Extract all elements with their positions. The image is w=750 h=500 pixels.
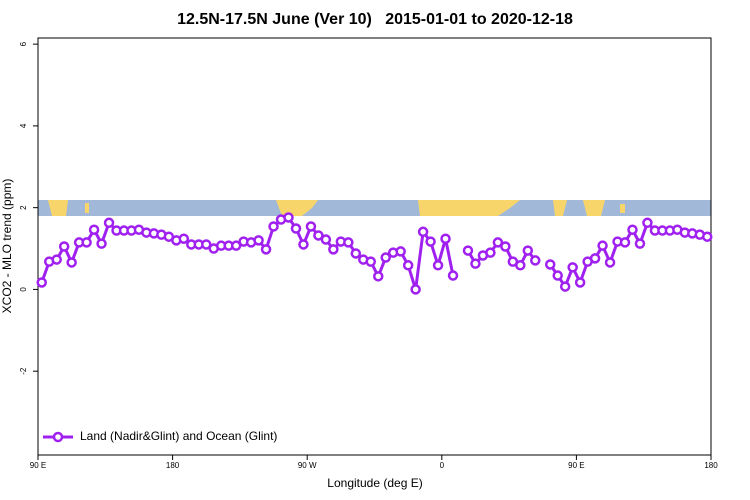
data-point — [552, 270, 563, 281]
data-point — [470, 258, 481, 269]
data-point — [305, 221, 317, 232]
data-point — [350, 248, 362, 259]
data-point — [96, 238, 107, 249]
data-point — [230, 240, 242, 251]
data-point — [372, 271, 384, 282]
data-point — [81, 237, 92, 248]
data-point — [320, 234, 332, 245]
data-point — [492, 237, 504, 248]
data-point — [410, 284, 421, 295]
data-point — [417, 226, 429, 238]
data-point — [313, 230, 324, 241]
data-point — [365, 256, 377, 267]
data-point — [103, 217, 115, 229]
data-point — [425, 236, 436, 247]
data-point — [485, 247, 496, 258]
data-point — [58, 241, 70, 252]
y-tick-label: 0 — [19, 287, 28, 292]
data-point — [447, 270, 459, 281]
data-point — [290, 223, 302, 234]
plot-frame — [37, 37, 712, 456]
data-point — [597, 240, 608, 251]
data-point — [51, 254, 62, 265]
legend-marker — [52, 431, 64, 443]
data-point — [432, 260, 444, 271]
x-tick-label: 90 W — [298, 461, 317, 470]
data-point — [66, 257, 77, 268]
data-point — [88, 224, 100, 235]
legend-label: Land (Nadir&Glint) and Ocean (Glint) — [80, 429, 277, 443]
data-point — [642, 217, 653, 229]
x-tick-label: 90 E — [30, 461, 46, 470]
y-tick-label: 6 — [19, 41, 28, 46]
data-point — [253, 235, 264, 246]
data-point — [283, 212, 294, 223]
data-point — [260, 244, 272, 255]
data-point — [328, 244, 339, 255]
chart-title: 12.5N-17.5N June (Ver 10) 2015-01-01 to … — [177, 11, 573, 28]
data-point — [559, 281, 571, 292]
data-point — [440, 233, 451, 244]
x-tick-label: 0 — [440, 461, 445, 470]
y-tick-label: 2 — [19, 205, 28, 210]
data-point — [589, 253, 601, 264]
data-point — [380, 252, 391, 263]
data-point — [343, 237, 354, 248]
data-point — [201, 239, 212, 250]
x-tick-label: 90 E — [568, 461, 584, 470]
map-strip — [38, 200, 711, 216]
y-axis-label: XCO2 - MLO trend (ppm) — [0, 179, 14, 314]
data-point — [627, 224, 638, 235]
data-point — [500, 241, 511, 252]
data-point — [574, 277, 586, 288]
y-tick-label: 4 — [19, 123, 28, 128]
data-point — [530, 255, 541, 266]
y-tick-label: -2 — [19, 367, 28, 375]
data-point — [604, 257, 616, 268]
x-tick-label: 180 — [704, 461, 718, 470]
data-point — [702, 231, 713, 242]
x-tick-label: 180 — [166, 461, 180, 470]
data-point — [298, 239, 309, 250]
data-point — [462, 245, 474, 256]
data-point — [178, 233, 190, 244]
data-point — [36, 277, 47, 288]
data-point — [395, 246, 406, 257]
data-point — [522, 245, 534, 256]
data-point — [544, 259, 556, 270]
data-point — [515, 260, 526, 271]
data-point — [634, 238, 646, 249]
data-point — [402, 260, 414, 271]
x-axis-label: Longitude (deg E) — [327, 476, 422, 490]
data-point — [567, 262, 578, 273]
data-point — [619, 237, 631, 248]
data-point — [268, 221, 279, 232]
